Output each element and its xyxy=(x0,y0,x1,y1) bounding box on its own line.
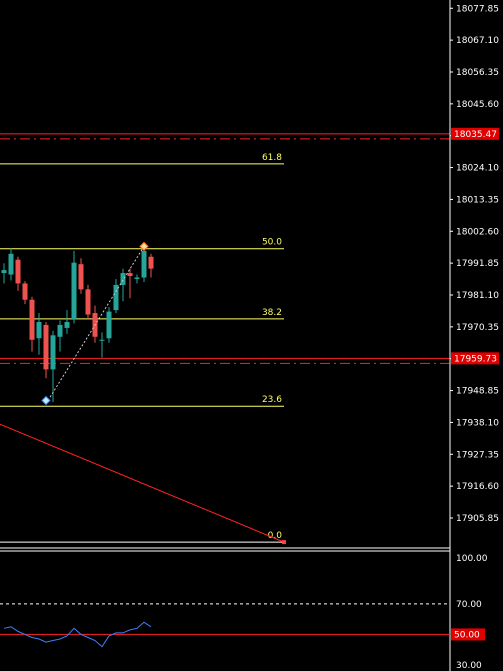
candle xyxy=(36,313,42,355)
candle-body xyxy=(64,321,70,328)
candle-body xyxy=(29,299,35,340)
price-tick-label: 18002.60 xyxy=(456,227,499,237)
price-tick-label: 18013.35 xyxy=(456,195,499,205)
candle xyxy=(106,307,112,343)
fib-level-label: 61.8 xyxy=(262,153,282,163)
price-tick-label: 18024.10 xyxy=(456,164,499,174)
price-tick-label: 17905.85 xyxy=(456,514,499,524)
indicator-line xyxy=(3,621,152,648)
candle xyxy=(50,330,56,402)
candlestick-series xyxy=(1,246,154,402)
candle xyxy=(71,250,77,324)
candle xyxy=(85,284,91,320)
horizontal-lines[interactable] xyxy=(0,133,450,364)
indicator-levels xyxy=(0,603,450,635)
indicator-tag-label: 50.00 xyxy=(454,630,480,640)
price-panel[interactable]: 61.8 50.0 38.2 23.6 0.0 xyxy=(0,133,450,545)
candle xyxy=(134,274,140,284)
candle xyxy=(57,320,63,352)
candle-body xyxy=(141,250,147,278)
candle-body xyxy=(113,284,119,311)
indicator-tag-bg xyxy=(451,628,485,641)
price-tick-label: 17938.10 xyxy=(456,418,499,428)
candle xyxy=(43,321,49,379)
candle-body xyxy=(1,270,7,274)
candle-body xyxy=(78,264,84,290)
fib-level-label: 23.6 xyxy=(262,395,282,405)
price-tick-label: 17970.35 xyxy=(456,323,499,333)
candle xyxy=(99,332,105,358)
fib-level-label: 0.0 xyxy=(268,531,283,541)
zigzag-point-marker xyxy=(41,395,51,406)
candle xyxy=(113,278,119,314)
price-tag-label: 17959.73 xyxy=(454,354,497,364)
candle-body xyxy=(57,324,63,337)
fib-level-label: 38.2 xyxy=(262,308,282,318)
fib-anchor-handle[interactable] xyxy=(282,540,286,545)
candle xyxy=(64,310,70,334)
candle-body xyxy=(71,262,77,320)
candle-body xyxy=(36,321,42,339)
indicator-tick-label: 70.00 xyxy=(456,600,482,610)
candle xyxy=(1,263,7,284)
candle-body xyxy=(134,277,140,279)
indicator-panel[interactable] xyxy=(0,603,450,648)
candle-body xyxy=(22,283,28,300)
candle-body xyxy=(50,335,56,370)
candle-body xyxy=(106,311,112,339)
price-tick-label: 18045.60 xyxy=(456,100,499,110)
candle-body xyxy=(8,253,14,275)
candle-body xyxy=(148,256,154,269)
candle xyxy=(29,296,35,352)
price-tick-label: 17991.85 xyxy=(456,259,499,269)
zigzag-point-marker xyxy=(139,241,149,252)
candle xyxy=(8,247,14,281)
candle xyxy=(148,253,154,278)
indicator-axis[interactable]: 100.00 70.00 30.00 50.00 xyxy=(451,554,488,671)
indicator-tick-label: 100.00 xyxy=(456,554,488,564)
price-tick-label: 18077.85 xyxy=(456,4,499,14)
candle-body xyxy=(99,339,105,341)
candle xyxy=(78,258,84,294)
candle-body xyxy=(120,273,126,285)
candle-body xyxy=(127,273,133,277)
fib-level-label: 50.0 xyxy=(262,238,282,248)
price-tick-label: 17927.35 xyxy=(456,450,499,460)
candle xyxy=(120,268,126,302)
candle xyxy=(15,256,21,291)
candle-body xyxy=(15,259,21,284)
candle xyxy=(141,246,147,282)
indicator-tick-label: 30.00 xyxy=(456,661,482,671)
price-tick-label: 17981.10 xyxy=(456,291,499,301)
price-tick-label: 17916.60 xyxy=(456,482,499,492)
candle xyxy=(127,268,133,299)
candle-body xyxy=(43,324,49,370)
price-tag-label: 18035.47 xyxy=(454,130,497,140)
fibonacci-retracement[interactable]: 61.8 50.0 38.2 23.6 0.0 xyxy=(0,153,286,545)
candle xyxy=(22,281,28,305)
price-axis[interactable]: 18077.85 18067.10 18056.35 18045.60 18024.10… xyxy=(450,4,499,524)
price-tick-label: 17948.85 xyxy=(456,387,499,397)
price-tick-label: 18067.10 xyxy=(456,36,499,46)
price-tag-bg xyxy=(451,352,499,365)
fib-trend-line[interactable] xyxy=(0,423,285,543)
candle-body xyxy=(85,289,91,315)
price-tick-label: 18056.35 xyxy=(456,68,499,78)
zigzag-line xyxy=(41,241,149,406)
price-tag-bg xyxy=(451,127,499,140)
